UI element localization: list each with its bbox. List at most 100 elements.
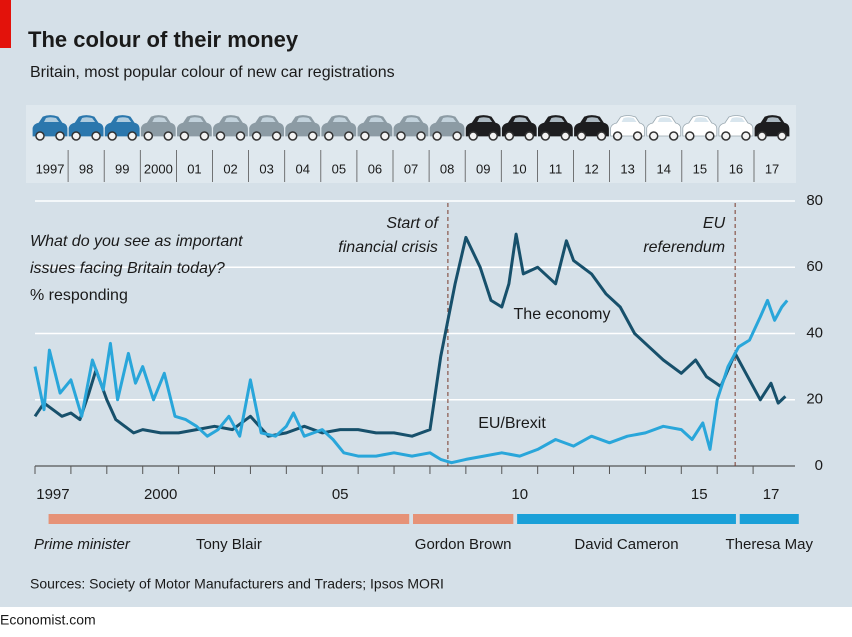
pm-label: Gordon Brown [415, 536, 512, 553]
pm-axis-label: Prime minister [34, 536, 131, 553]
car: 12 [574, 115, 609, 176]
car: 06 [357, 115, 393, 176]
car-year-label: 04 [296, 161, 310, 176]
pm-label: David Cameron [574, 536, 678, 553]
car: 02 [213, 115, 248, 176]
car-wheel [271, 131, 282, 141]
car-year-label: 03 [259, 161, 273, 176]
car-window [224, 117, 240, 122]
car-window [188, 117, 204, 122]
pm-bar [517, 514, 736, 524]
car: 05 [321, 115, 357, 176]
car-body [610, 115, 645, 137]
series-label: EU/Brexit [478, 415, 546, 432]
car-year-label: 1997 [36, 161, 65, 176]
car-wheel [91, 131, 101, 141]
background [0, 0, 852, 607]
x-tick-label: 17 [763, 486, 780, 503]
car: 14 [646, 115, 682, 176]
car: 99 [104, 115, 140, 176]
y-tick-label: 0 [815, 457, 823, 474]
car-body [249, 115, 284, 137]
car-wheel [235, 131, 246, 141]
car-wheel [576, 131, 587, 141]
chart-subtitle: Britain, most popular colour of new car … [30, 64, 395, 81]
car-wheel [287, 131, 298, 141]
line-series [33, 298, 789, 465]
car-wheel [324, 131, 334, 141]
event-label: EU [703, 215, 726, 232]
car: 98 [68, 115, 104, 176]
car-wheel [648, 131, 659, 141]
car-year-label: 16 [729, 161, 743, 176]
car: 2000 [140, 115, 176, 176]
car-year-label: 13 [620, 161, 634, 176]
car-wheel [432, 131, 442, 141]
car-year-label: 08 [440, 161, 454, 176]
car-window [368, 117, 384, 122]
footer: Economist.com [0, 612, 96, 628]
car-body [177, 115, 212, 137]
car: 07 [393, 115, 429, 176]
x-tick-label: 1997 [36, 486, 69, 503]
car-year-label: 01 [187, 161, 201, 176]
car-wheel [416, 131, 426, 141]
car-body [140, 115, 176, 137]
car-body [574, 115, 609, 137]
car-wheel [504, 131, 515, 141]
car-year-label: 14 [657, 161, 671, 176]
car-wheel [560, 131, 571, 141]
car-wheel [721, 131, 731, 141]
car-wheel [452, 131, 462, 141]
source: Sources: Society of Motor Manufacturers … [30, 576, 444, 592]
car-year-label: 09 [476, 161, 490, 176]
event-label: referendum [643, 239, 725, 256]
car-wheel [107, 131, 117, 141]
car-body [429, 115, 465, 137]
car: 01 [177, 115, 212, 176]
car-wheel [757, 131, 767, 141]
y-tick-label: 40 [806, 324, 823, 341]
car-wheel [396, 131, 406, 141]
unit-label: % responding [30, 287, 128, 304]
car-wheel [524, 131, 535, 141]
car-year-label: 17 [765, 161, 779, 176]
annotation: issues facing Britain today? [30, 260, 225, 277]
series-label: The economy [514, 306, 611, 323]
car-wheel [251, 131, 262, 141]
car-window [80, 117, 96, 122]
car-window [729, 117, 745, 122]
car-year-label: 05 [332, 161, 346, 176]
y-tick-label: 80 [806, 192, 823, 209]
car-year-label: 15 [693, 161, 707, 176]
car: 03 [249, 115, 284, 176]
car-body [68, 115, 104, 137]
car-window [585, 117, 601, 122]
car-window [477, 117, 493, 122]
line-series [33, 232, 787, 438]
car-window [152, 117, 168, 122]
car-window [693, 117, 709, 122]
car: 15 [682, 115, 718, 176]
car-wheel [143, 131, 154, 141]
car-wheel [612, 131, 623, 141]
car-body [538, 115, 573, 137]
pm-label: Tony Blair [196, 536, 262, 553]
car: 17 [754, 115, 790, 176]
car-window [405, 117, 420, 122]
car: 08 [429, 115, 465, 176]
car: 09 [465, 115, 501, 176]
car-window [44, 117, 59, 122]
car-wheel [163, 131, 174, 141]
car-wheel [488, 131, 498, 141]
car-body [285, 115, 321, 137]
car-year-label: 07 [404, 161, 418, 176]
car-window [621, 117, 637, 122]
car-wheel [199, 131, 210, 141]
car: 11 [538, 115, 573, 176]
car-body [465, 115, 501, 137]
car-year-label: 12 [584, 161, 598, 176]
car-year-label: 02 [223, 161, 237, 176]
x-tick-label: 05 [332, 486, 349, 503]
